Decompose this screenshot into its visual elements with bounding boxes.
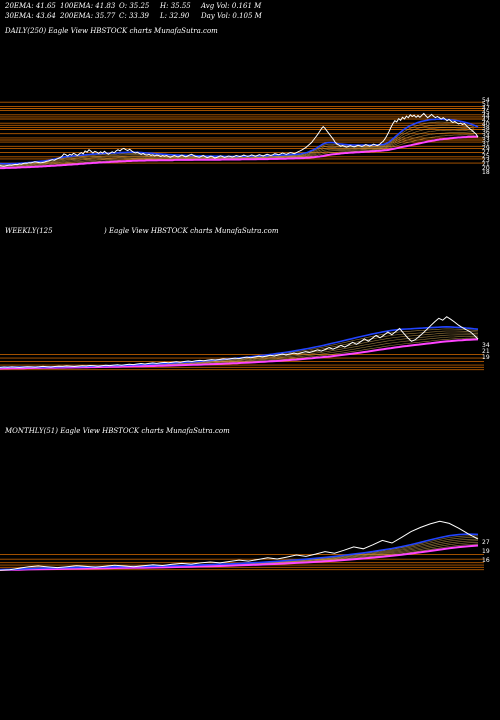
daily-tick-label: 34 (482, 133, 490, 140)
daily-tick-label: 47 (482, 105, 490, 112)
daily-tick-label: 38 (482, 125, 490, 132)
daily-tick-label: 42 (482, 117, 490, 124)
daily-tick-label: 33 (482, 137, 490, 144)
weekly-panel-title-suffix: ) Eagle View HBSTOCK charts MunafaSutra.… (104, 227, 279, 235)
daily-tick-label: 20 (482, 165, 490, 172)
monthly-ema-fast-line (0, 533, 479, 571)
stat-dayvol: Day Vol: 0.105 M (201, 12, 262, 20)
daily-tick-label: 29 (482, 145, 490, 152)
stat-avgvol: Avg Vol: 0.161 M (201, 2, 262, 10)
daily-tick-label: 45 (482, 109, 490, 116)
stat-close: C: 33.39 (119, 12, 149, 20)
daily-ema-band-line (0, 127, 475, 166)
daily-tick-label: 25 (482, 153, 490, 160)
daily-tick-label: 40 (482, 121, 490, 128)
daily-tick-label: 23 (482, 157, 490, 164)
daily-tick-label: 31 (482, 141, 490, 148)
monthly-tick-label: 16 (482, 557, 490, 564)
weekly-tick-label: 34 (482, 342, 490, 349)
monthly-price-line (0, 520, 479, 571)
stat-ema20: 20EMA: 41.65 (5, 2, 56, 10)
daily-tick-label: 18 (482, 169, 490, 176)
daily-tick-label: 51 (482, 101, 490, 108)
stat-open: O: 35.25 (119, 2, 150, 10)
stat-ema30: 30EMA: 43.64 (5, 12, 56, 20)
weekly-ema-slow-line (0, 338, 479, 370)
monthly-panel-title: MONTHLY(51) Eagle View HBSTOCK charts Mu… (5, 427, 230, 435)
weekly-panel-title: WEEKLY(125 (5, 227, 53, 235)
daily-tick-label: 54 (482, 97, 490, 104)
stat-ema100: 100EMA: 41.83 (60, 2, 116, 10)
monthly-tick-label: 27 (482, 539, 490, 546)
daily-ema-band-line (0, 129, 475, 167)
daily-tick-label: 36 (482, 129, 490, 136)
daily-tick-label: 27 (482, 149, 490, 156)
monthly-ema-slow-line (0, 544, 479, 571)
daily-price-line (0, 112, 479, 167)
daily-panel-title: DAILY(250) Eagle View HBSTOCK charts Mun… (5, 27, 218, 35)
stat-low: L: 32.90 (160, 12, 190, 20)
daily-ema-band-line (0, 124, 475, 166)
daily-ema-slow-line (0, 135, 478, 170)
daily-tick-label: 21 (482, 161, 490, 168)
monthly-tick-label: 19 (482, 548, 490, 555)
weekly-tick-label: 19 (482, 354, 490, 361)
stat-ema200: 200EMA: 35.77 (60, 12, 116, 20)
stat-high: H: 35.55 (160, 2, 191, 10)
weekly-tick-label: 21 (482, 348, 490, 355)
daily-tick-label: 44 (482, 113, 490, 120)
weekly-price-line (0, 316, 479, 368)
